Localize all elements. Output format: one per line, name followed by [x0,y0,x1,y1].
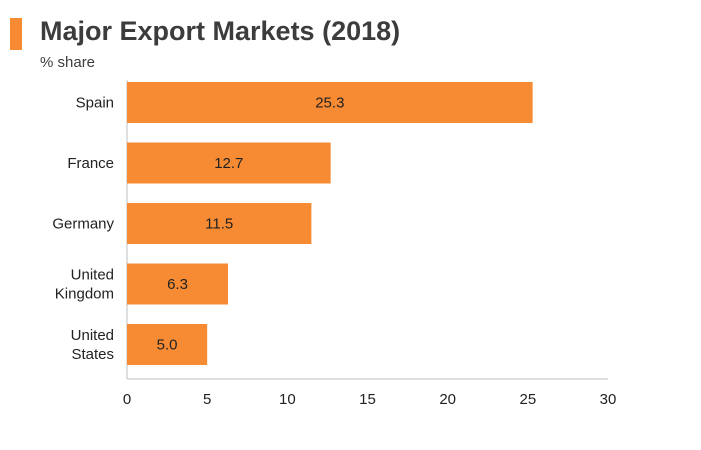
bar-france [127,142,331,184]
bar-value-label: 11.5 [205,216,233,233]
bar-value-label: 5.0 [157,337,178,354]
x-tick-label: 25 [519,391,536,408]
category-label: United States [71,327,114,363]
category-label-line: Kingdom [55,286,114,303]
category-label-line: States [71,346,114,363]
category-label-line: France [67,155,114,172]
category-label-line: United [71,267,114,284]
chart-subtitle: % share [40,54,96,71]
bar-value-label: 6.3 [167,276,188,293]
category-label: Spain [76,95,114,112]
category-label-line: United [71,327,114,344]
bar-germany [127,203,312,244]
x-tick-label: 15 [359,391,376,408]
bar-united-kingdom [127,263,229,305]
x-tick-label: 10 [279,391,296,408]
bar-united-states [127,324,208,365]
x-tick-label: 30 [600,391,617,408]
x-tick-label: 20 [439,391,456,408]
category-label: United Kingdom [55,267,114,303]
chart-title: Major Export Markets (2018) [40,16,401,46]
x-tick-label: 0 [123,391,131,408]
category-label: Germany [52,216,114,233]
category-label-line: Spain [76,95,114,112]
bar-value-label: 12.7 [214,155,243,172]
category-label: France [67,155,114,172]
bar-spain [127,82,533,123]
bar-value-label: 25.3 [315,95,344,112]
x-tick-label: 5 [203,391,211,408]
category-label-line: Germany [52,216,114,233]
title-accent-bar [10,18,22,50]
